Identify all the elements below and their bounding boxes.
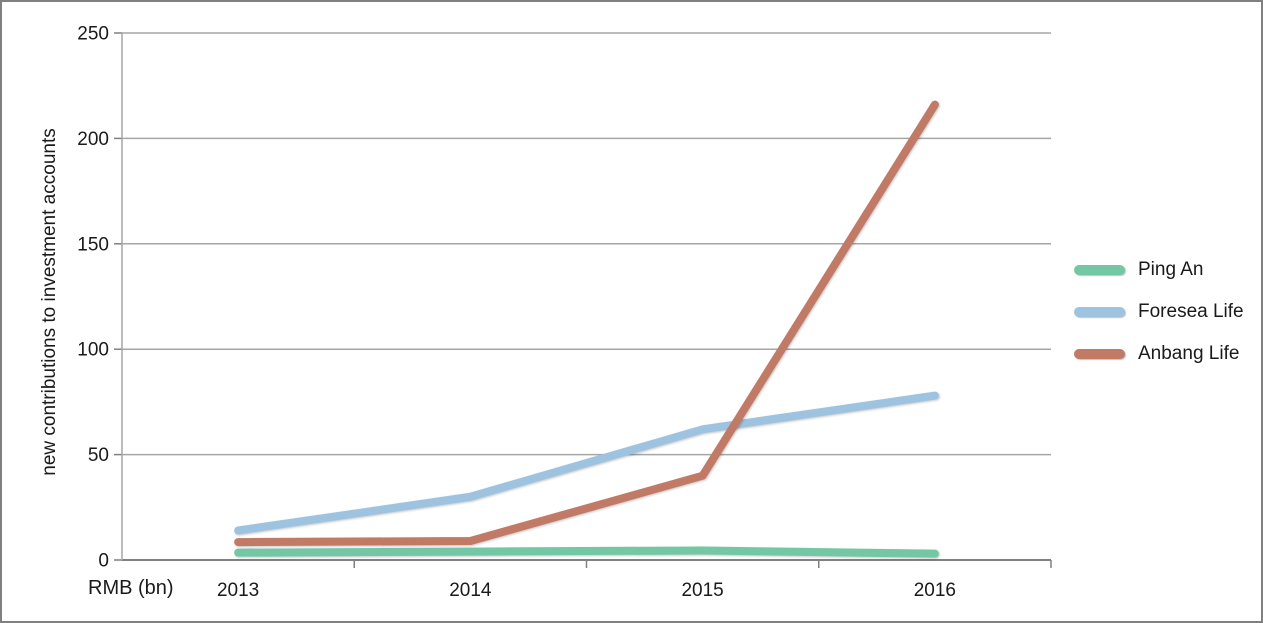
x-axis-unit-label: RMB (bn) [88, 577, 174, 599]
series-line-anbang-life [234, 100, 939, 547]
x-tick-label: 2014 [449, 580, 492, 601]
y-axis-title: new contributions to investment accounts [39, 128, 60, 476]
x-tick-label: 2015 [681, 580, 723, 601]
legend-swatch-icon [1074, 349, 1125, 359]
y-tick-label: 0 [98, 551, 109, 572]
y-tick-label: 200 [77, 129, 109, 150]
x-tick-label: 2016 [914, 580, 956, 601]
legend-swatch-icon [1074, 307, 1125, 317]
legend-item-foresea-life: Foresea Life [1074, 298, 1244, 326]
legend-item-ping-an: Ping An [1074, 256, 1244, 284]
y-tick-label: 50 [88, 445, 109, 466]
legend-item-anbang-life: Anbang Life [1074, 340, 1244, 368]
legend-label: Anbang Life [1138, 343, 1240, 364]
legend-swatch-icon [1074, 265, 1125, 275]
series-line-foresea-life [234, 391, 939, 535]
legend-label: Ping An [1138, 259, 1204, 280]
y-tick-label: 250 [77, 24, 109, 45]
legend-label: Foresea Life [1138, 301, 1244, 322]
series-line-ping-an [234, 546, 939, 558]
y-tick-label: 150 [77, 234, 109, 255]
x-tick-label: 2013 [217, 580, 259, 601]
legend: Ping An Foresea Life Anbang Life [1074, 256, 1244, 382]
y-tick-label: 100 [77, 340, 109, 361]
